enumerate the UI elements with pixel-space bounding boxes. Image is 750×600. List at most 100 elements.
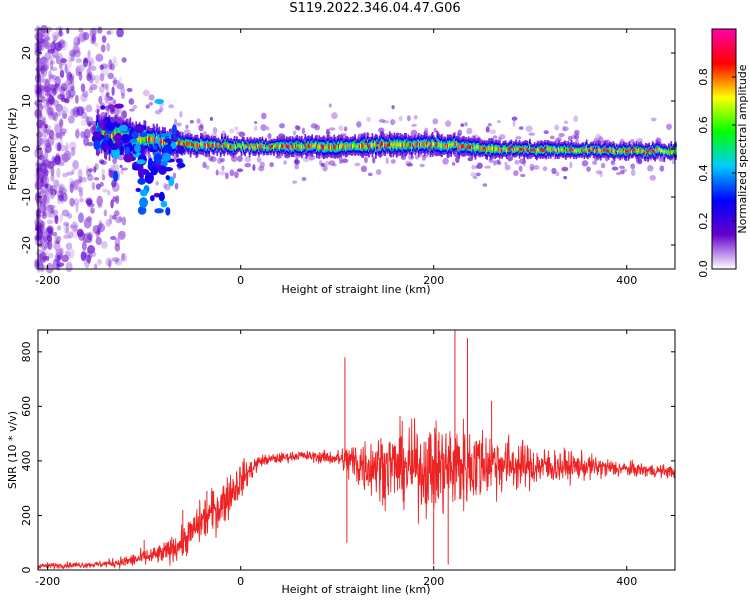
noise-speck xyxy=(100,241,108,249)
halo-speck xyxy=(592,160,598,166)
ridge-cell xyxy=(185,140,187,145)
ridge-cell xyxy=(215,143,217,146)
ridge-cell xyxy=(346,144,348,149)
ridge-cell xyxy=(317,145,319,149)
ridge-cell xyxy=(439,143,442,149)
noise-speck xyxy=(87,174,94,182)
ridge-cell xyxy=(446,143,449,149)
ridge-cell xyxy=(494,147,497,152)
noise-speck xyxy=(65,89,72,99)
ridge-blob xyxy=(154,98,165,104)
ridge-blob xyxy=(168,176,175,187)
ridge-cell xyxy=(217,143,220,147)
ridge-cell xyxy=(661,149,663,152)
noise-speck xyxy=(97,204,104,209)
ridge-cell xyxy=(304,142,307,147)
noise-speck xyxy=(88,86,93,94)
ridge-cell xyxy=(395,142,398,148)
ridge-cell xyxy=(527,149,530,153)
halo-speck xyxy=(492,135,498,139)
ridge-blob xyxy=(165,175,170,181)
halo-speck xyxy=(253,120,258,125)
noise-speck xyxy=(97,223,106,233)
ridge-blob xyxy=(131,131,139,139)
ridge-blob xyxy=(134,144,141,153)
ridge-cell xyxy=(487,147,490,151)
noise-speck xyxy=(77,175,83,187)
ridge-blob xyxy=(154,208,164,214)
ridge-blob xyxy=(137,206,147,215)
noise-speck xyxy=(87,254,92,264)
halo-speck xyxy=(558,132,565,137)
noise-speck xyxy=(115,195,120,205)
halo-speck xyxy=(482,183,488,187)
ridge-cell xyxy=(570,146,573,151)
halo-speck xyxy=(569,161,573,169)
noise-speck xyxy=(59,119,64,127)
ridge-cell xyxy=(409,142,412,147)
ridge-cell xyxy=(353,143,355,147)
noise-speck xyxy=(52,42,56,51)
colorbar-ticks: 0.0 0.2 0.4 0.6 0.8 xyxy=(697,68,736,278)
ridge-cell xyxy=(505,149,508,153)
y-tick-label: 200 xyxy=(20,505,33,526)
ridge-cell xyxy=(349,144,352,148)
ridge-cell xyxy=(533,148,536,151)
noise-speck xyxy=(56,254,61,263)
ridge-cell xyxy=(461,144,464,149)
noise-speck xyxy=(49,74,55,80)
noise-speck xyxy=(98,95,103,104)
ridge-blob xyxy=(152,144,158,151)
ridge-cell xyxy=(517,147,520,150)
halo-speck xyxy=(258,165,265,172)
halo-speck xyxy=(470,172,477,177)
ridge-cell xyxy=(663,151,666,155)
ridge-cell xyxy=(151,136,154,142)
noise-speck xyxy=(74,129,80,139)
ridge-cell xyxy=(402,143,405,147)
ridge-cell xyxy=(261,142,264,146)
halo-speck xyxy=(630,163,636,170)
noise-speck xyxy=(41,117,46,122)
ridge-cell xyxy=(274,144,277,148)
noise-speck xyxy=(47,48,55,54)
ridge-cell xyxy=(490,146,493,151)
halo-speck xyxy=(126,87,133,93)
noise-speck xyxy=(63,97,70,104)
noise-speck xyxy=(53,111,58,122)
ridge-cell xyxy=(520,148,523,151)
noise-speck xyxy=(35,167,42,173)
halo-speck xyxy=(484,165,491,169)
ridge-cell xyxy=(644,150,647,154)
ridge-cell xyxy=(406,144,409,148)
noise-speck xyxy=(64,63,68,74)
halo-speck xyxy=(563,126,569,132)
noise-speck xyxy=(112,196,117,203)
noise-speck xyxy=(101,168,106,176)
noise-speck xyxy=(63,224,68,230)
noise-speck xyxy=(44,123,48,129)
ridge-cell xyxy=(358,144,361,149)
ridge-cell xyxy=(109,130,112,138)
noise-speck xyxy=(97,258,102,266)
noise-speck xyxy=(54,75,61,87)
ridge-cell xyxy=(110,132,113,140)
ridge-cell xyxy=(470,145,472,149)
snr-y-label: SNR (10 * v/v) xyxy=(6,411,19,489)
noise-speck xyxy=(44,183,49,190)
ridge-cell xyxy=(334,145,337,150)
noise-speck xyxy=(43,116,47,125)
halo-speck xyxy=(419,163,425,168)
ridge-cell xyxy=(443,143,446,148)
ridge-cell xyxy=(612,148,615,153)
ridge-cell xyxy=(598,148,601,152)
halo-speck xyxy=(95,104,100,109)
ridge-cell xyxy=(488,146,491,150)
halo-speck xyxy=(507,155,514,162)
ridge-cell xyxy=(298,144,301,149)
ridge-cell xyxy=(534,149,537,153)
ridge-cell xyxy=(670,148,673,153)
ridge-cell xyxy=(365,144,368,149)
noise-speck xyxy=(72,159,79,170)
noise-speck xyxy=(102,188,109,193)
